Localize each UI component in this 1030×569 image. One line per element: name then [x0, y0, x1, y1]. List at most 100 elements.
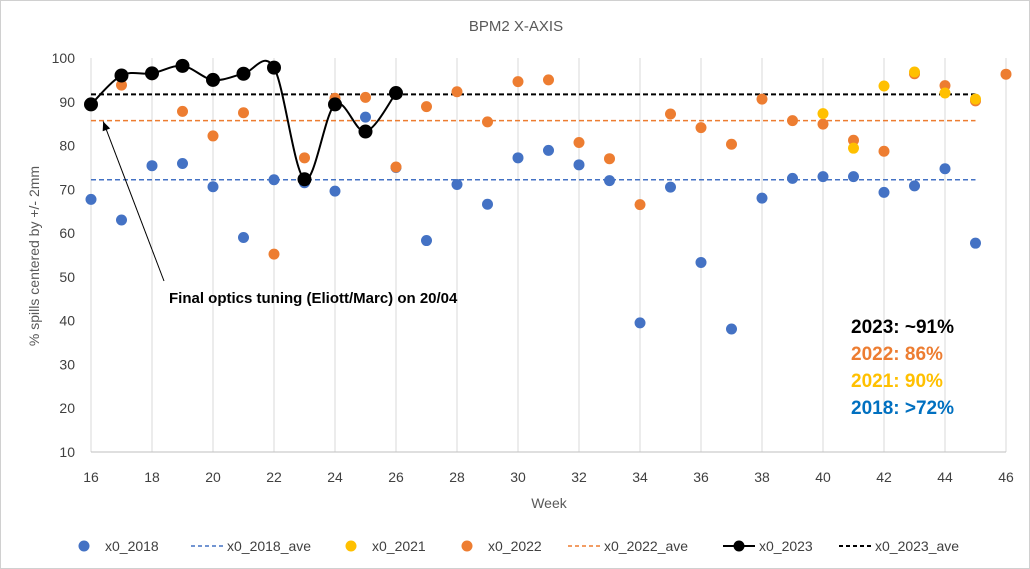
point-x0-2022-w32	[573, 136, 585, 148]
point-x0-2022-w31	[543, 74, 554, 86]
x-tick-label: 44	[937, 469, 953, 485]
summary-2023: 2023: ~91%	[851, 317, 954, 338]
point-x0-2022-w35	[665, 108, 676, 120]
x-tick-label: 40	[815, 469, 831, 485]
average-lines	[91, 93, 976, 181]
point-x0-2022-w37	[726, 138, 737, 150]
y-tick-label: 50	[59, 269, 75, 285]
point-x0-2022-w33	[604, 153, 615, 165]
point-x0-2018-w20	[207, 181, 219, 193]
y-tick-label: 90	[59, 94, 75, 110]
y-tick-label: 80	[59, 138, 75, 154]
x-tick-label: 46	[998, 469, 1014, 485]
point-x0-2022-w34	[634, 199, 646, 211]
point-x0-2023-w25	[358, 124, 373, 139]
point-x0-2018-w32	[573, 159, 585, 171]
point-x0-2018-w36	[695, 256, 707, 268]
y-tick-label: 40	[59, 313, 75, 329]
point-x0-2018-w42	[878, 186, 890, 198]
point-x0-2018-w22	[268, 174, 280, 186]
annotation-arrowhead	[102, 121, 111, 132]
point-x0-2022-w41	[848, 134, 859, 146]
x-tick-label: 16	[83, 469, 99, 485]
summary-2022: 2022: 86%	[851, 344, 943, 365]
annotation: Final optics tuning (Eliott/Marc) on 20/…	[102, 121, 458, 307]
x-axis-ticks: 16 18 20 22 24 26 28 30 32 34 36 38 40 42 44 46	[83, 469, 1014, 485]
point-x0-2018-w30	[512, 152, 524, 164]
legend: x0_2018 x0_2018_ave x0_2021 x0_2022 x0_2022_…	[78, 538, 959, 554]
point-x0-2021-w40	[817, 108, 829, 120]
point-x0-2022-w29	[482, 116, 493, 128]
point-x0-2022-w42	[878, 145, 890, 157]
point-x0-2023-w19	[175, 58, 190, 73]
y-axis-title: % spills centered by +/- 2mm	[26, 166, 42, 346]
grid-lines	[90, 58, 1007, 453]
legend-label: x0_2023_ave	[875, 538, 959, 554]
point-x0-2022-w21	[238, 107, 249, 119]
point-x0-2022-w39	[787, 115, 798, 127]
point-x0-2023-w20	[206, 72, 220, 87]
point-x0-2021-w45	[970, 93, 981, 105]
point-x0-2018-w35	[665, 181, 676, 193]
point-x0-2018-w45	[970, 237, 981, 249]
x-tick-label: 34	[632, 469, 648, 485]
legend-item-x0-2021: x0_2021	[345, 538, 426, 554]
point-x0-2022-w17	[116, 79, 127, 91]
point-x0-2023-w23	[297, 172, 312, 187]
point-x0-2023-w24	[328, 97, 342, 112]
y-tick-label: 100	[52, 50, 76, 66]
legend-label: x0_2018_ave	[227, 538, 311, 554]
point-x0-2018-w41	[848, 171, 859, 183]
legend-item-x0-2018-ave: x0_2018_ave	[191, 538, 311, 554]
point-x0-2018-w28	[451, 179, 463, 191]
point-x0-2018-w25	[360, 111, 371, 123]
x-tick-label: 36	[693, 469, 709, 485]
point-x0-2018-w39	[787, 172, 798, 184]
legend-marker	[733, 540, 745, 552]
point-x0-2022-w26	[390, 161, 402, 173]
point-x0-2021-w44	[939, 87, 951, 99]
legend-item-x0-2022: x0_2022	[461, 538, 542, 554]
y-axis-ticks: 10 20 30 40 50 60 70 80 90 100	[52, 50, 76, 460]
x-tick-label: 30	[510, 469, 526, 485]
point-x0-2018-w19	[177, 158, 188, 170]
annotation-arrow	[102, 121, 165, 282]
point-x0-2018-w43	[909, 180, 920, 192]
point-x0-2018-w21	[238, 231, 249, 243]
point-x0-2022-w36	[695, 122, 707, 134]
point-x0-2018-w29	[482, 198, 493, 210]
point-x0-2018-w33	[604, 175, 615, 187]
point-x0-2021-w42	[878, 80, 890, 92]
legend-label: x0_2023	[759, 538, 813, 554]
x-tick-label: 20	[205, 469, 221, 485]
x-tick-label: 24	[327, 469, 343, 485]
point-x0-2023-w17	[114, 68, 129, 83]
legend-label: x0_2018	[105, 538, 159, 554]
summary-box: 2023: ~91% 2022: 86% 2021: 90% 2018: >72…	[851, 317, 954, 419]
annotation-text: Final optics tuning (Eliott/Marc) on 20/…	[169, 290, 458, 307]
point-x0-2021-w43	[909, 66, 920, 78]
x-axis-title: Week	[531, 495, 568, 511]
point-x0-2022-w25	[360, 91, 371, 103]
point-x0-2022-w22	[268, 248, 280, 260]
legend-item-x0-2018: x0_2018	[78, 538, 159, 554]
point-x0-2018-w18	[146, 160, 158, 172]
chart-title: BPM2 X-AXIS	[469, 18, 563, 35]
point-x0-2023-w22	[267, 60, 281, 75]
point-x0-2023-w26	[389, 86, 403, 101]
point-x0-2022-w38	[756, 93, 768, 105]
point-x0-2022-w19	[177, 105, 188, 117]
y-tick-label: 30	[59, 356, 75, 372]
summary-2018: 2018: >72%	[851, 398, 954, 419]
x-tick-label: 42	[876, 469, 892, 485]
legend-item-x0-2022-ave: x0_2022_ave	[568, 538, 688, 554]
point-x0-2018-w44	[939, 163, 951, 175]
point-x0-2018-w34	[634, 317, 646, 329]
data-points	[84, 58, 1012, 335]
point-x0-2022-w20	[207, 130, 219, 142]
x-tick-label: 26	[388, 469, 404, 485]
point-x0-2018-w17	[116, 214, 127, 226]
y-tick-label: 20	[59, 400, 75, 416]
point-x0-2021-w41	[848, 142, 859, 154]
